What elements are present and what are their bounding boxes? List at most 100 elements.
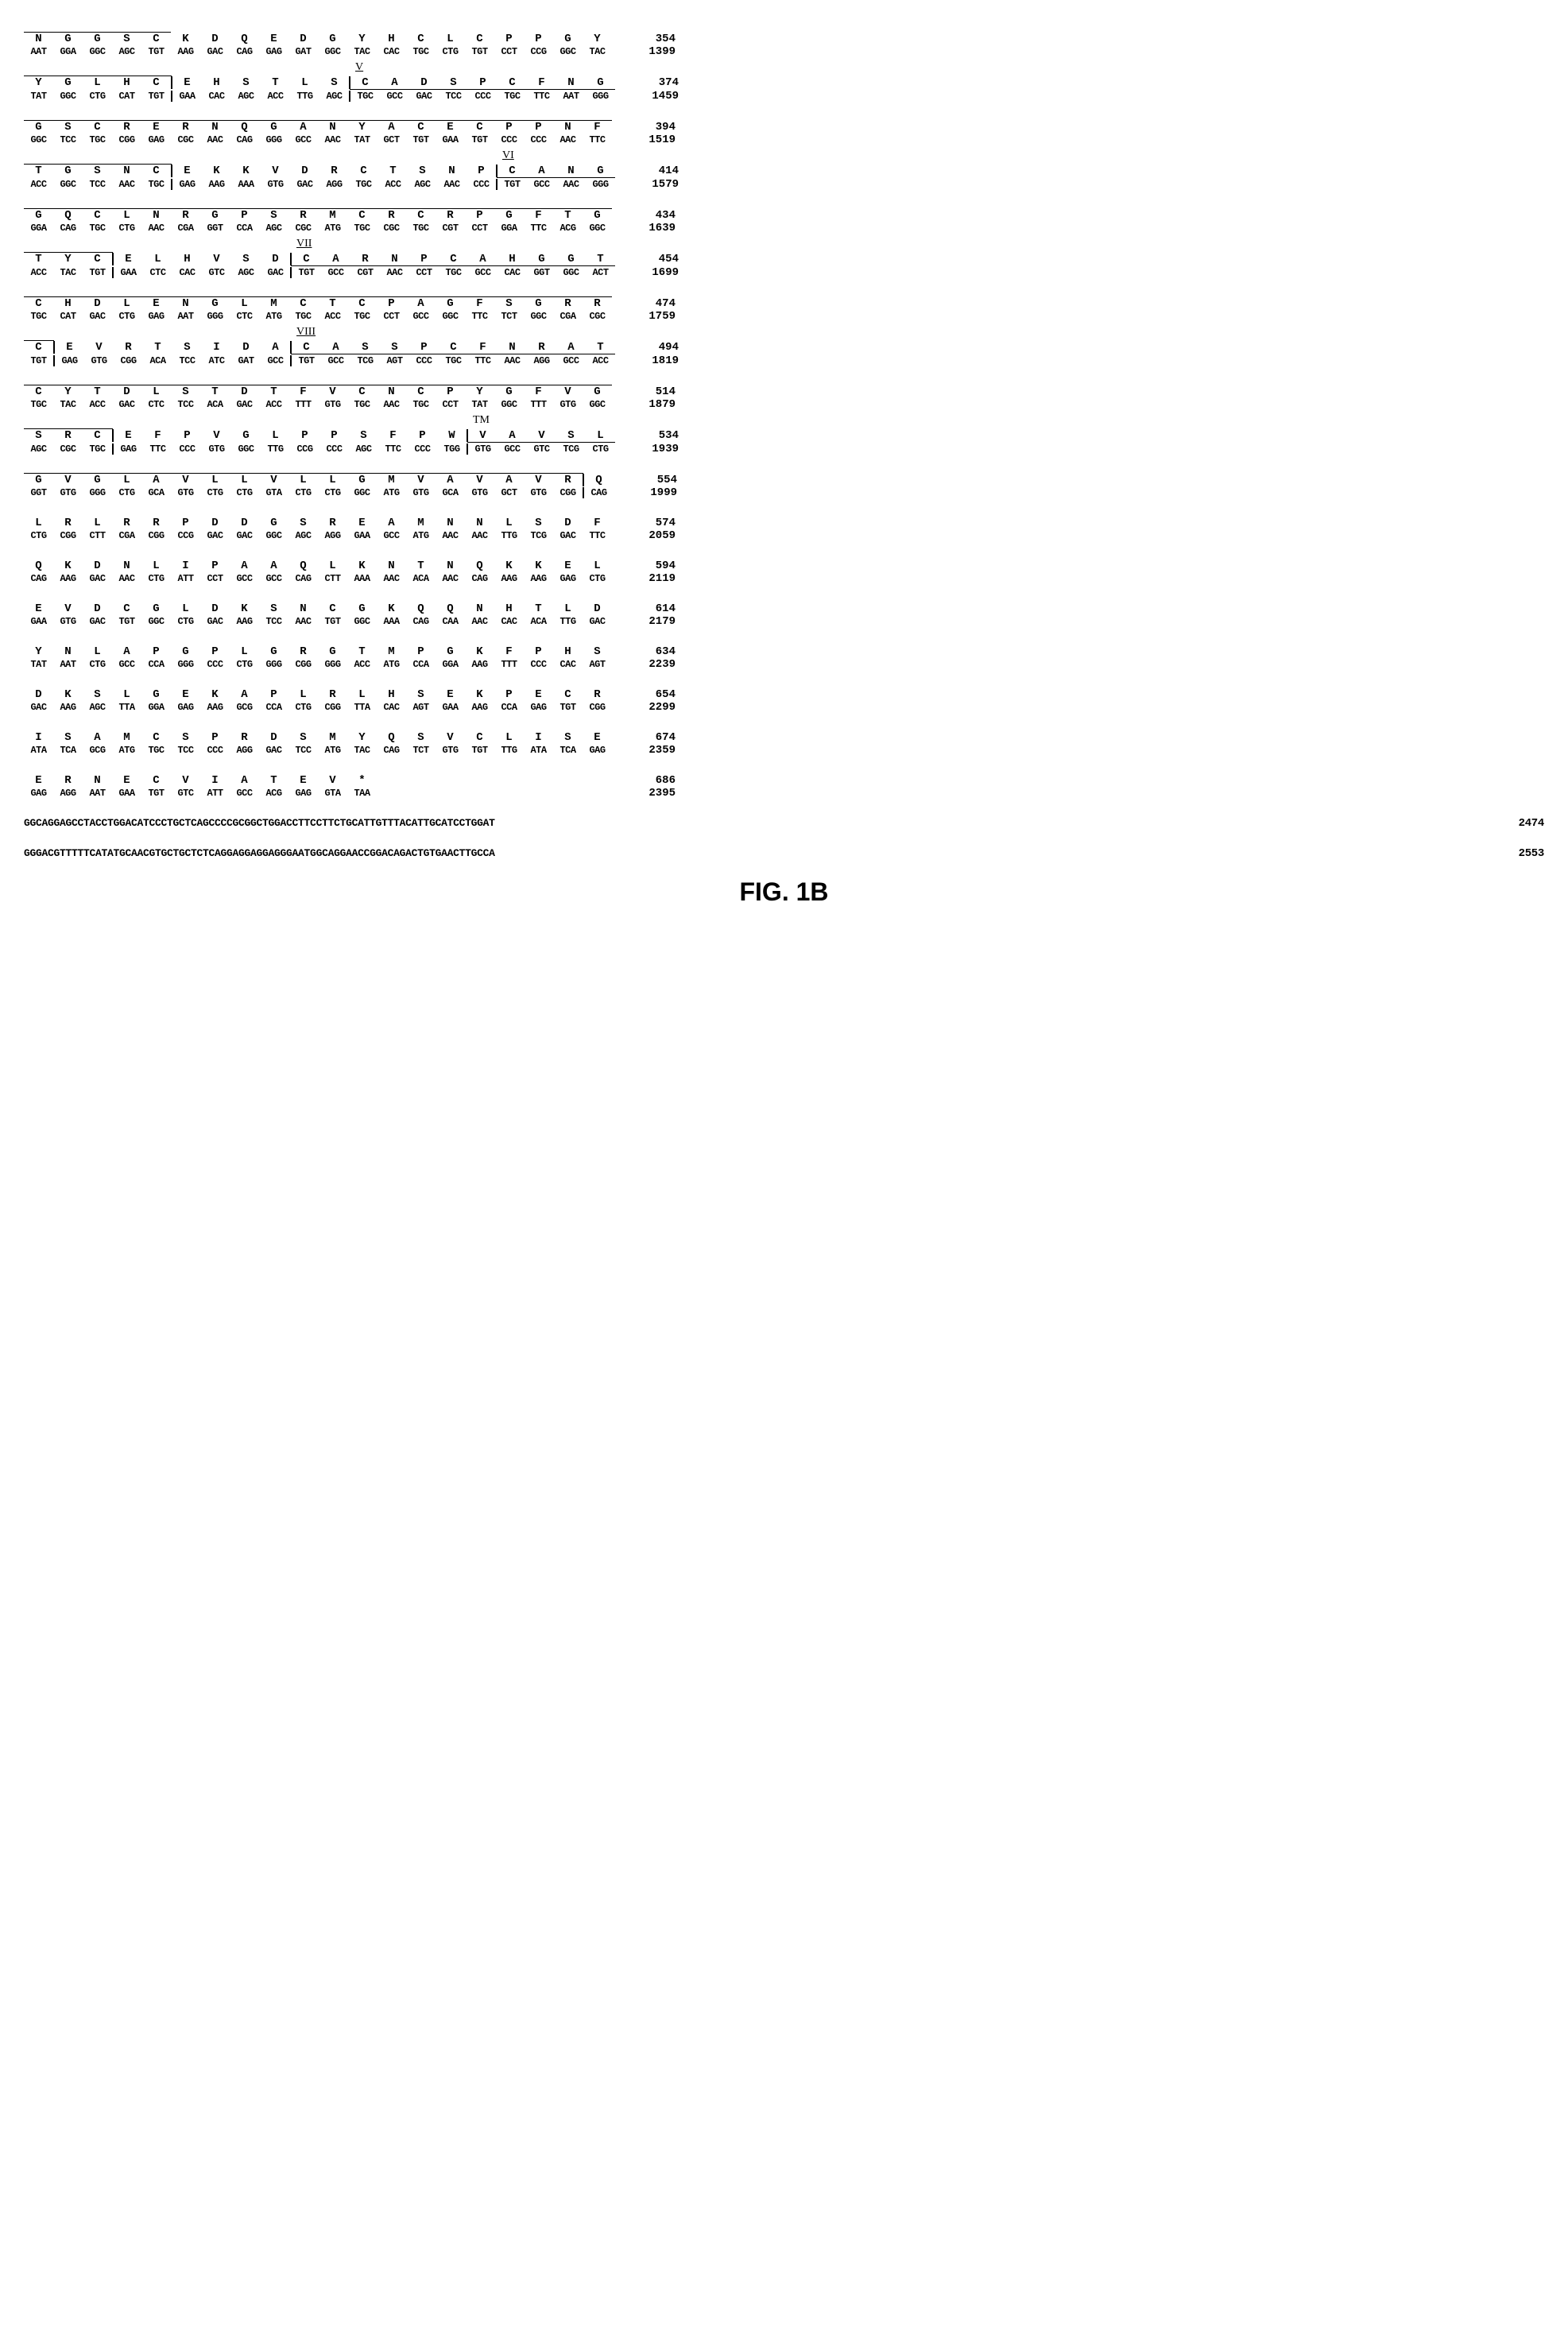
amino-acid-cell: I: [200, 774, 230, 787]
amino-acid-cell: F: [378, 429, 408, 442]
codon-cell: GTG: [524, 487, 553, 498]
codon-cell: GCC: [288, 134, 318, 145]
amino-acid-cell: V: [171, 774, 200, 787]
codon-cell: CCC: [200, 745, 230, 756]
amino-acid-cell: T: [318, 296, 347, 310]
long-sequence-text: GGGACGTTTTTCATATGCAACGTGCTGCTCTCAGGAGGAG…: [24, 847, 1481, 859]
amino-acid-cell: V: [53, 473, 83, 486]
amino-acid-cell: C: [24, 296, 53, 310]
amino-acid-cell: S: [53, 120, 83, 134]
codon-cell: TTT: [494, 659, 524, 670]
codon-cell: TGC: [406, 46, 436, 57]
amino-acid-cell: C: [465, 120, 494, 134]
amino-acid-cell: W: [437, 429, 467, 442]
amino-acid-cell: L: [583, 560, 612, 572]
amino-acid-cell: G: [53, 164, 83, 177]
nt-position-number: 1999: [629, 486, 677, 499]
amino-acid-cell: C: [406, 120, 436, 134]
amino-acid-cell: G: [231, 429, 261, 442]
codon-cell: GAC: [200, 46, 230, 57]
codon-cell: TGG: [437, 443, 467, 455]
amino-acid-cell: G: [586, 76, 615, 90]
domain-annotation: VII: [296, 238, 312, 250]
codon-cell: TCC: [439, 91, 468, 102]
amino-acid-cell: G: [24, 120, 53, 134]
codon-cell: CCC: [409, 355, 439, 366]
amino-acid-cell: K: [465, 645, 494, 658]
codon-cell: CGG: [318, 702, 347, 713]
amino-acid-cell: A: [230, 774, 259, 787]
codon-cell: ATT: [200, 788, 230, 799]
codon-cell: CGC: [53, 443, 83, 455]
amino-acid-row: DKSLGEKAPLRLHSEKPECR654: [24, 688, 1544, 701]
amino-acid-row: NGGSCKDQEDGYHCLCPPGY354: [24, 32, 1544, 45]
codon-cell: GGT: [24, 487, 53, 498]
codon-cell: CCA: [141, 659, 171, 670]
aa-position-number: 394: [628, 121, 676, 134]
amino-acid-cell: A: [230, 560, 259, 572]
codon-cell: TGC: [83, 223, 112, 234]
codon-cell: CAC: [377, 702, 406, 713]
amino-acid-cell: C: [497, 165, 527, 178]
codon-cell: CCA: [230, 223, 259, 234]
aa-position-number: 354: [628, 33, 676, 45]
amino-acid-row: TGSNCEKKVDRCTSNPCANG414: [24, 164, 1544, 178]
amino-acid-cell: C: [291, 253, 321, 266]
amino-acid-cell: D: [290, 165, 319, 177]
amino-acid-cell: R: [318, 688, 347, 701]
codon-cell: AAC: [288, 616, 318, 627]
amino-acid-cell: F: [524, 385, 553, 398]
codon-cell: AAA: [347, 573, 377, 584]
amino-acid-cell: G: [347, 473, 377, 486]
codon-cell: CCT: [436, 399, 465, 410]
codon-cell: CGA: [171, 223, 200, 234]
codon-cell: CTT: [318, 573, 347, 584]
amino-acid-cell: G: [556, 253, 586, 266]
codon-cell: TCC: [53, 134, 83, 145]
amino-acid-cell: A: [141, 473, 171, 486]
amino-acid-cell: Q: [230, 120, 259, 134]
amino-acid-cell: M: [318, 731, 347, 744]
codon-cell: TCG: [350, 355, 380, 366]
amino-acid-cell: T: [24, 252, 53, 265]
amino-acid-cell: T: [259, 385, 288, 398]
codon-cell: GGC: [553, 46, 583, 57]
codon-cell: GTG: [406, 487, 436, 498]
codon-cell: CGG: [288, 659, 318, 670]
amino-acid-cell: L: [83, 517, 112, 529]
amino-acid-cell: S: [83, 164, 112, 177]
codon-cell: GGC: [141, 616, 171, 627]
amino-acid-cell: T: [553, 208, 583, 222]
codon-cell: CGC: [171, 134, 200, 145]
nucleotide-row: TGCTACACCGACCTCTCCACAGACACCTTTGTGTGCAACT…: [24, 398, 1544, 411]
amino-acid-cell: N: [465, 517, 494, 529]
codon-cell: GTG: [318, 399, 347, 410]
codon-cell: AGC: [319, 91, 350, 102]
amino-acid-cell: E: [288, 774, 318, 787]
codon-cell: GCC: [321, 355, 350, 366]
amino-acid-cell: V: [553, 385, 583, 398]
codon-cell: GTA: [259, 487, 288, 498]
nt-position-number: 1939: [631, 443, 679, 455]
codon-cell: CCT: [200, 573, 230, 584]
codon-cell: TCC: [259, 616, 288, 627]
codon-cell: TAC: [347, 745, 377, 756]
aa-position-number: 474: [628, 297, 676, 310]
codon-cell: ACA: [200, 399, 230, 410]
codon-cell: GGA: [436, 659, 465, 670]
codon-cell: GCG: [230, 702, 259, 713]
codon-cell: TAA: [347, 788, 377, 799]
codon-cell: AAC: [200, 134, 230, 145]
codon-cell: GAG: [141, 311, 171, 322]
amino-acid-cell: L: [494, 731, 524, 744]
codon-cell: CTC: [230, 311, 259, 322]
amino-acid-cell: P: [524, 645, 553, 658]
codon-cell: TTC: [527, 91, 556, 102]
codon-cell: ACC: [347, 659, 377, 670]
codon-cell: CTG: [171, 616, 200, 627]
codon-cell: GTG: [261, 179, 290, 190]
amino-acid-cell: P: [468, 76, 498, 90]
codon-cell: CGA: [112, 530, 141, 541]
amino-acid-row: ISAMCSPRDSMYQSVCLISE674: [24, 731, 1544, 744]
amino-acid-cell: T: [406, 560, 436, 572]
